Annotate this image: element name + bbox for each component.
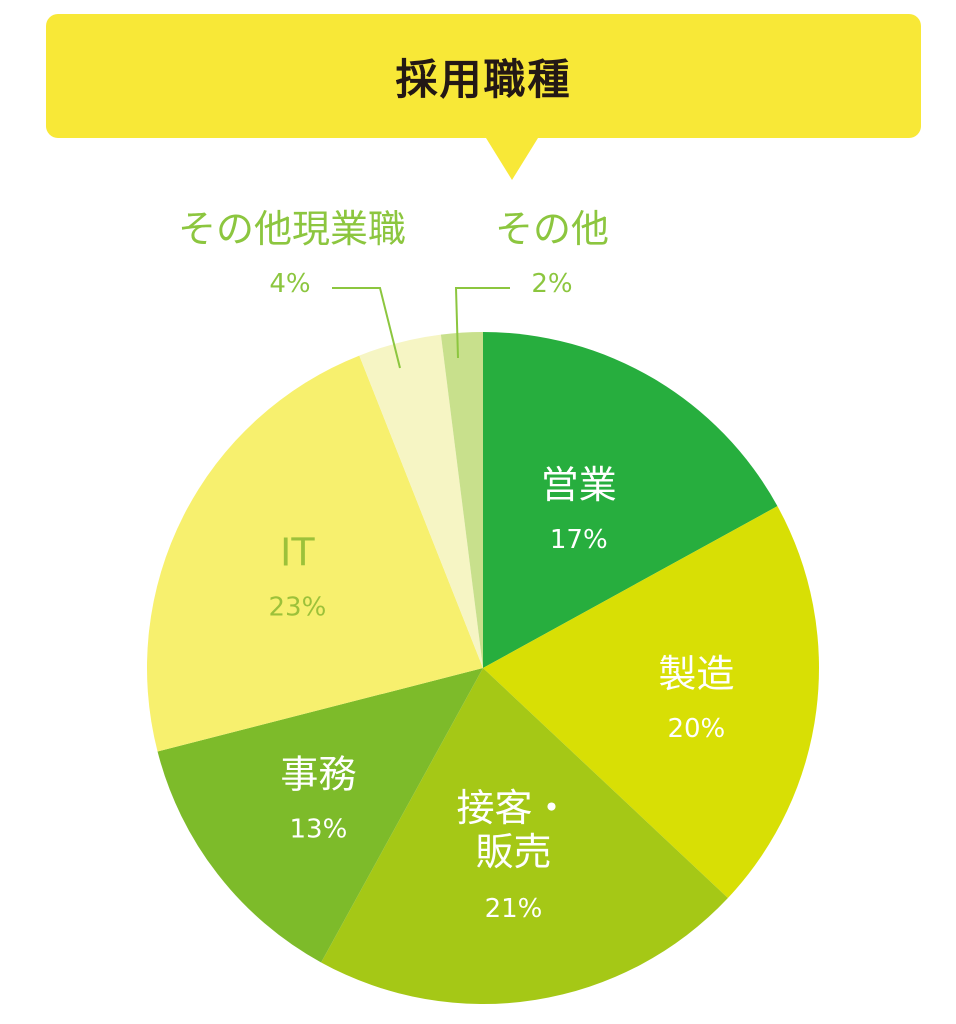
chart-title: 採用職種 xyxy=(395,54,572,104)
pie-slice xyxy=(321,668,728,1004)
leader-line xyxy=(454,287,510,359)
pie-slice xyxy=(483,332,778,668)
leader-line xyxy=(332,287,401,369)
slice-name-label: 製造 xyxy=(658,652,734,696)
slice-value-label: 23% xyxy=(268,592,326,622)
slice-name-label: 接客・ xyxy=(456,786,570,830)
pie-slice xyxy=(157,668,483,963)
slice-name-label-line2: 販売 xyxy=(475,830,551,874)
chart-title-banner: 採用職種 xyxy=(46,14,921,180)
leader-lines xyxy=(332,287,510,369)
pie-slice xyxy=(440,332,483,668)
slice-value-label: 20% xyxy=(667,714,725,744)
slice-value-label: 4% xyxy=(269,269,310,299)
slice-value-label: 21% xyxy=(485,894,543,924)
pie-slice xyxy=(359,334,483,668)
pie-slices xyxy=(146,332,819,1004)
slice-name-label: 事務 xyxy=(280,753,356,797)
slice-value-label: 17% xyxy=(550,525,608,555)
slice-value-label: 2% xyxy=(531,269,572,299)
slice-name-label: その他現業職 xyxy=(178,207,406,251)
slice-name-label: IT xyxy=(280,530,315,574)
pie-slice xyxy=(483,506,819,899)
pie-slice xyxy=(146,355,483,752)
slice-name-label: 営業 xyxy=(541,463,617,507)
slice-labels: 営業 17% 製造 20% 接客・販売 21% 事務 13% IT 23% その他現業職 4% その他 2… xyxy=(178,207,734,924)
slice-value-label: 13% xyxy=(289,815,347,845)
slice-name-label: その他 xyxy=(495,207,609,251)
